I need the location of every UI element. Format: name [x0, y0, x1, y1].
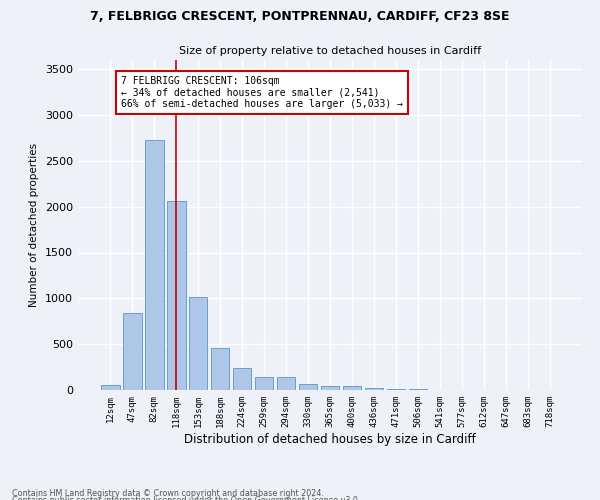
Bar	[277, 376, 295, 390]
Bar	[409, 388, 427, 390]
Bar	[386, 389, 405, 390]
Title: Size of property relative to detached houses in Cardiff: Size of property relative to detached ho…	[179, 46, 481, 56]
Y-axis label: Number of detached properties: Number of detached properties	[29, 143, 40, 307]
Bar	[189, 298, 208, 390]
Bar	[167, 201, 185, 390]
Bar	[299, 384, 317, 390]
Bar	[233, 368, 251, 390]
X-axis label: Distribution of detached houses by size in Cardiff: Distribution of detached houses by size …	[184, 432, 476, 446]
Bar	[211, 348, 229, 390]
Bar	[343, 386, 361, 390]
Text: 7, FELBRIGG CRESCENT, PONTPRENNAU, CARDIFF, CF23 8SE: 7, FELBRIGG CRESCENT, PONTPRENNAU, CARDI…	[90, 10, 510, 23]
Text: Contains HM Land Registry data © Crown copyright and database right 2024.: Contains HM Land Registry data © Crown c…	[12, 488, 324, 498]
Bar	[320, 386, 340, 390]
Text: 7 FELBRIGG CRESCENT: 106sqm
← 34% of detached houses are smaller (2,541)
66% of : 7 FELBRIGG CRESCENT: 106sqm ← 34% of det…	[121, 76, 403, 109]
Bar	[365, 388, 383, 390]
Bar	[145, 140, 164, 390]
Bar	[101, 385, 119, 390]
Bar	[255, 376, 274, 390]
Text: Contains public sector information licensed under the Open Government Licence v3: Contains public sector information licen…	[12, 496, 361, 500]
Bar	[123, 313, 142, 390]
